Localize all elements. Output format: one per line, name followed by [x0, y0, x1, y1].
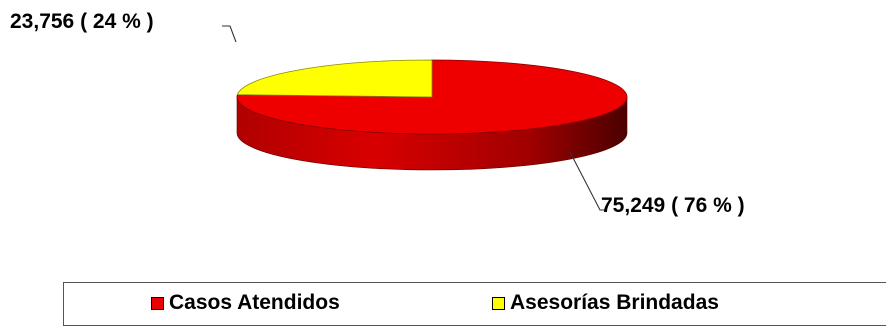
pie-slice-1: [236, 59, 433, 98]
legend-swatch-casos-atendidos: [151, 296, 164, 310]
chart-legend: Casos Atendidos Asesorías Brindadas: [63, 282, 886, 326]
legend-label-asesorias-brindadas: Asesorías Brindadas: [510, 291, 719, 314]
pie-slice-0: [236, 59, 628, 135]
data-label-casos-atendidos: 75,249 ( 76 % ): [601, 194, 745, 217]
legend-item-casos-atendidos: Casos Atendidos: [151, 291, 340, 315]
leader-line-1: [222, 25, 237, 43]
legend-item-asesorias-brindadas: Asesorías Brindadas: [492, 291, 719, 315]
data-label-asesorias-brindadas: 23,756 ( 24 % ): [10, 10, 154, 33]
legend-label-casos-atendidos: Casos Atendidos: [169, 291, 340, 314]
leader-line-0: [569, 151, 606, 211]
legend-swatch-asesorias-brindadas: [492, 296, 505, 310]
